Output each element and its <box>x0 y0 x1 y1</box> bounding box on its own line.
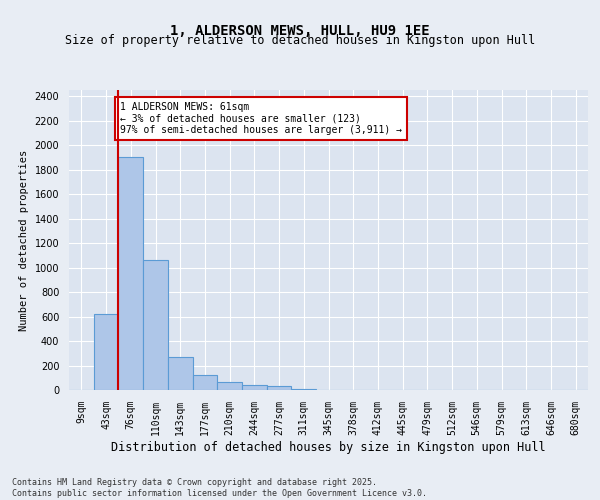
Y-axis label: Number of detached properties: Number of detached properties <box>19 150 29 330</box>
Bar <box>217 382 242 390</box>
Bar <box>267 386 292 390</box>
Bar <box>118 158 143 390</box>
Text: 1, ALDERSON MEWS, HULL, HU9 1EE: 1, ALDERSON MEWS, HULL, HU9 1EE <box>170 24 430 38</box>
X-axis label: Distribution of detached houses by size in Kingston upon Hull: Distribution of detached houses by size … <box>111 440 546 454</box>
Text: 1 ALDERSON MEWS: 61sqm
← 3% of detached houses are smaller (123)
97% of semi-det: 1 ALDERSON MEWS: 61sqm ← 3% of detached … <box>119 102 401 136</box>
Bar <box>193 376 217 390</box>
Bar <box>94 314 118 390</box>
Bar <box>143 260 168 390</box>
Bar <box>242 385 267 390</box>
Text: Size of property relative to detached houses in Kingston upon Hull: Size of property relative to detached ho… <box>65 34 535 47</box>
Text: Contains HM Land Registry data © Crown copyright and database right 2025.
Contai: Contains HM Land Registry data © Crown c… <box>12 478 427 498</box>
Bar <box>292 389 316 390</box>
Bar <box>168 357 193 390</box>
